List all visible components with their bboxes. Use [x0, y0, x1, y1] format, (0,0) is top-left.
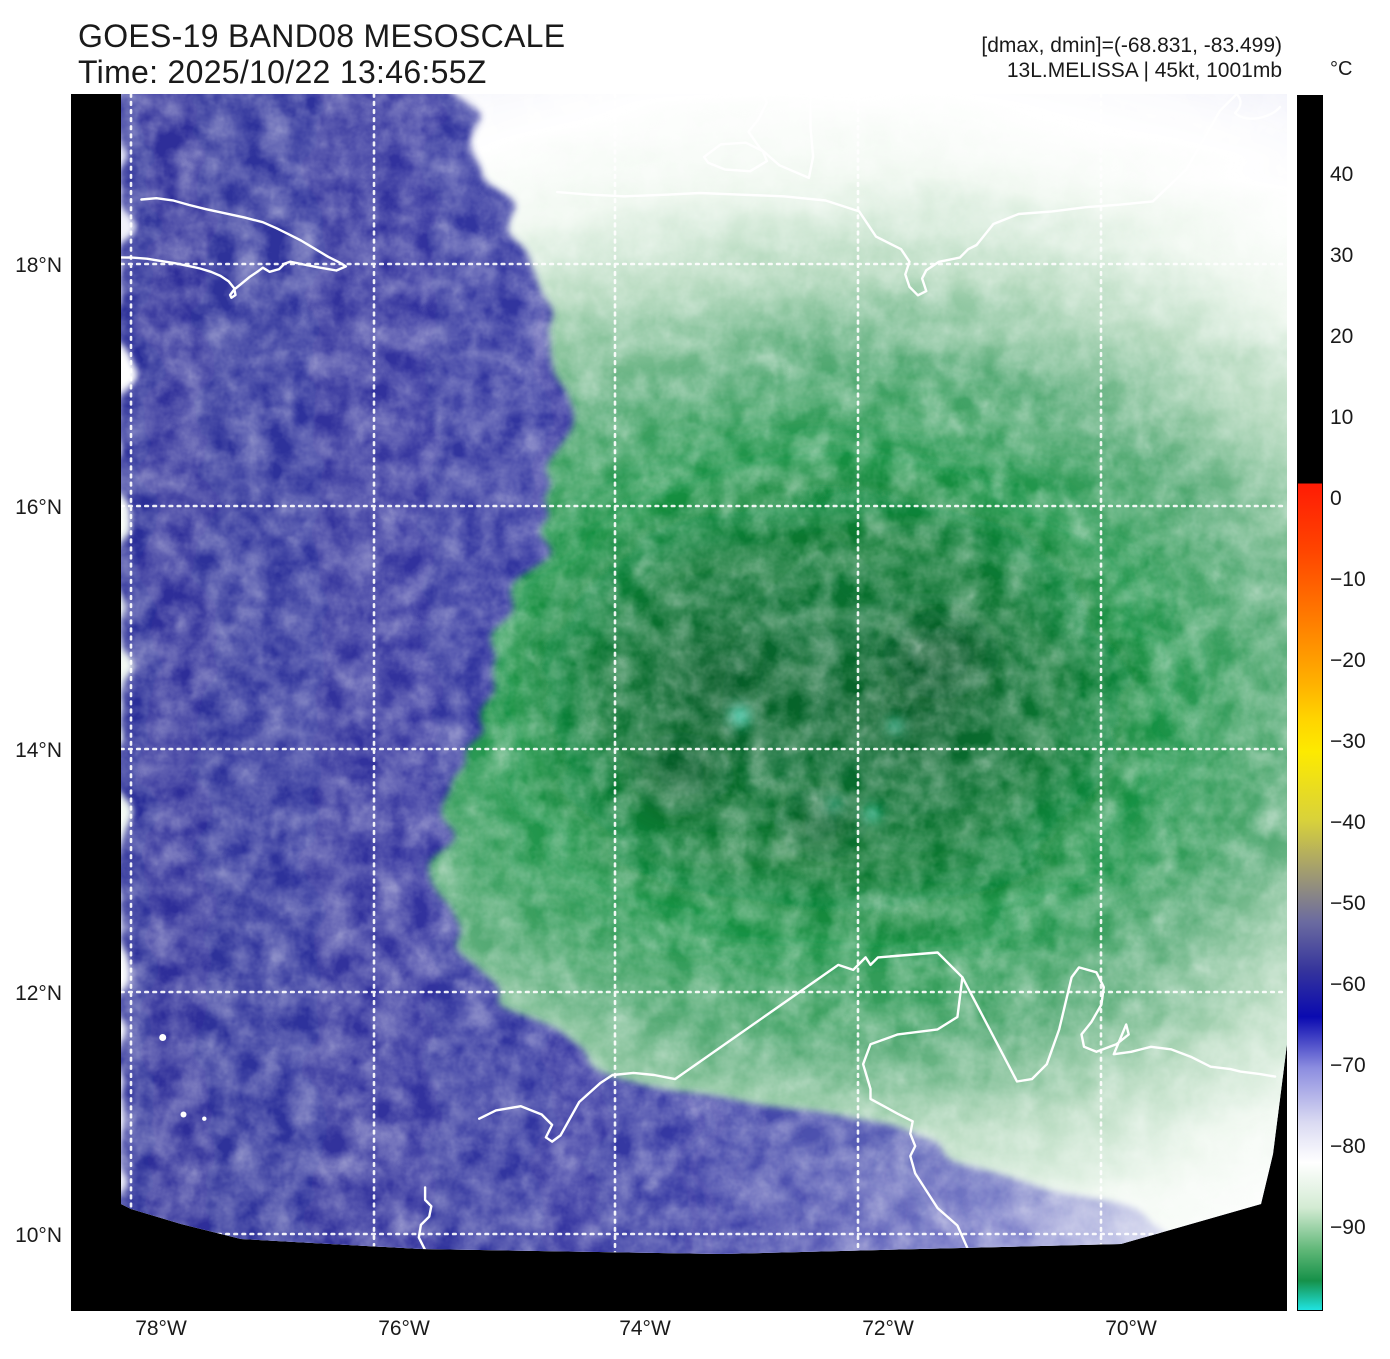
svg-text:Copyright © 2020-2025 Dapiya: Copyright © 2020-2025 Dapiya — [141, 1248, 530, 1278]
